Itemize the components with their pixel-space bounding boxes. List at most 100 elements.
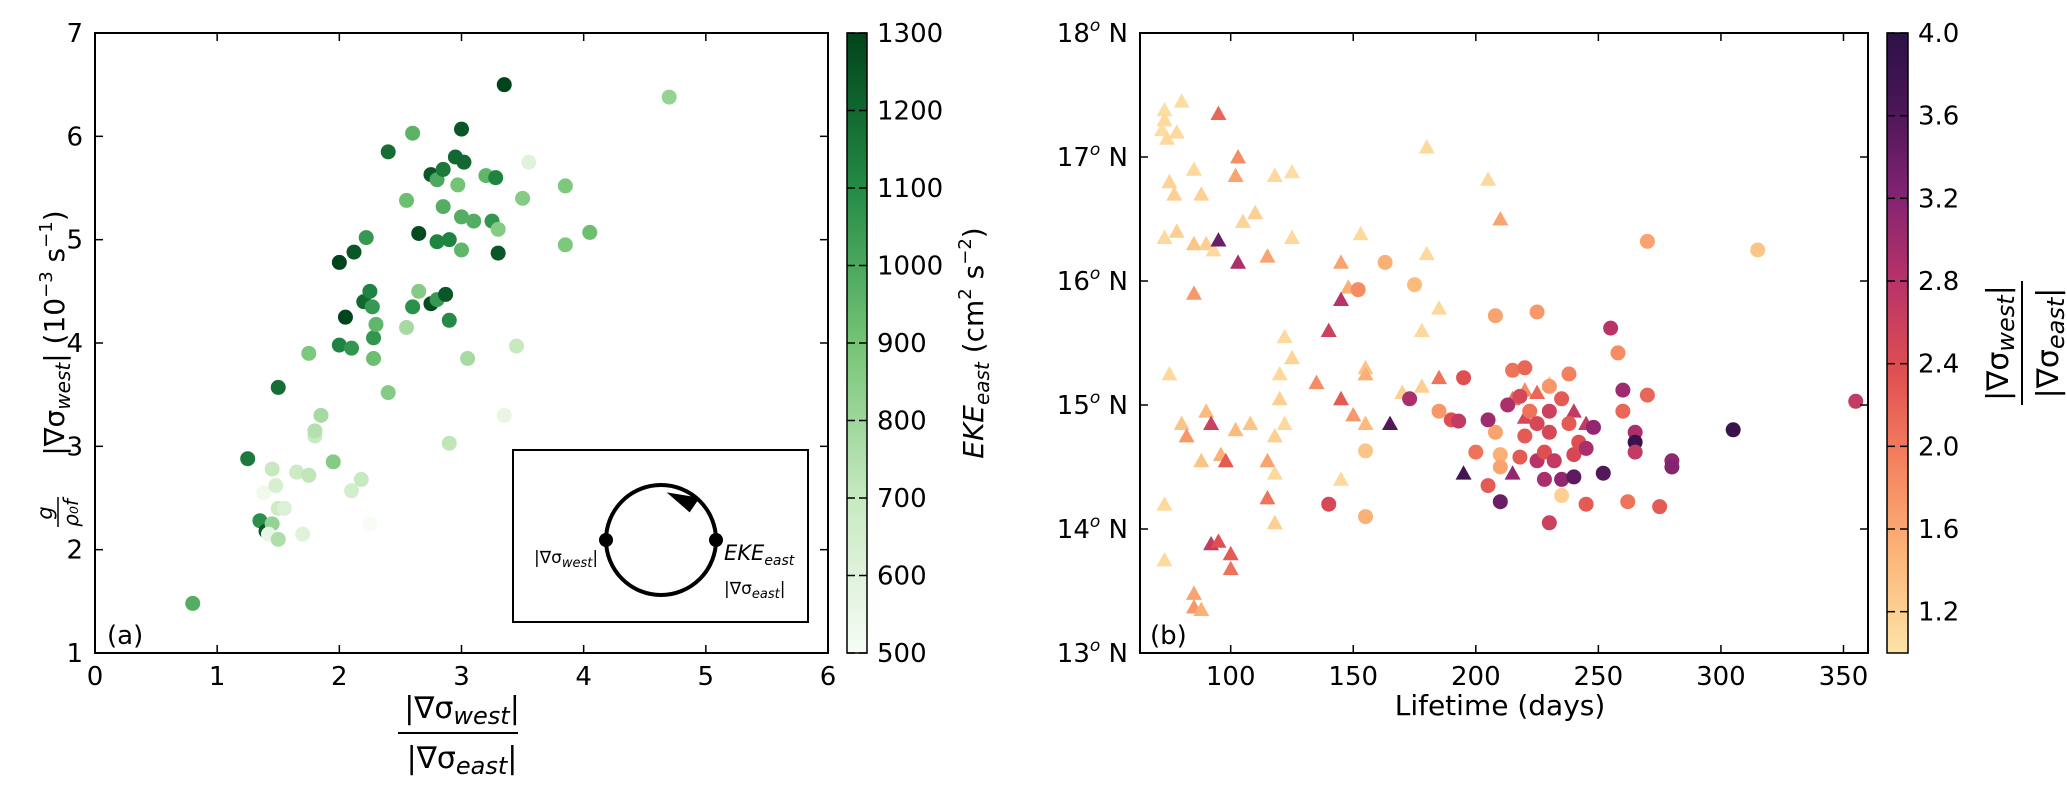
panel-b-colorbar: 1.2 1.6 2.0 2.4 2.8 3.2 3.6 4.0 |∇σwest| |∇σeas…	[1886, 19, 2067, 654]
triangle-point	[1266, 167, 1283, 182]
data-point	[331, 254, 347, 270]
triangle-point	[1345, 406, 1362, 422]
triangle-point	[1332, 254, 1349, 269]
circle-point	[1358, 443, 1374, 459]
data-point	[325, 454, 341, 470]
circle-point	[1536, 444, 1552, 460]
y-tick-label: 18o N	[1057, 16, 1128, 49]
circle-point	[1615, 382, 1631, 398]
triangle-point	[1266, 514, 1283, 530]
triangle-point	[1480, 171, 1497, 186]
data-point	[276, 500, 292, 516]
panel-b-xticks: 100 150 200 250 300 350	[1206, 33, 1868, 692]
colorbar-tick-label: 1100	[877, 174, 943, 204]
data-point	[488, 170, 504, 186]
circle-point	[1350, 282, 1366, 298]
triangle-point	[1259, 248, 1276, 263]
panel-a-colorbar: 500 600 700 800 900 1000 1100 1200 1300 EKEeast …	[846, 19, 994, 669]
triangle-point	[1266, 465, 1283, 480]
data-point	[450, 177, 466, 193]
circle-point	[1402, 391, 1418, 407]
circle-point	[1512, 388, 1528, 404]
panel-a-points	[185, 77, 677, 611]
colorbar-tick-label: 700	[877, 484, 927, 514]
svg-text:g: g	[33, 506, 57, 519]
panel-a-yticks: 1 2 3 4 5 6 7	[66, 19, 828, 669]
colorbar-b-ticks: 1.2 1.6 2.0 2.4 2.8 3.2 3.6 4.0	[1887, 19, 1959, 628]
y-tick-label: 1	[66, 639, 83, 669]
circle-point	[1541, 378, 1557, 394]
panel-b-yticks: 13o N 14o N 15o N 16o N 17o N 18o N	[1057, 16, 1868, 669]
data-point	[454, 209, 469, 225]
x-tick-label: 300	[1696, 662, 1746, 692]
data-point	[313, 407, 329, 423]
data-point	[358, 230, 374, 246]
circle-point	[1529, 304, 1545, 320]
triangle-point	[1266, 428, 1283, 443]
triangle-point	[1210, 105, 1227, 120]
triangle-point	[1185, 285, 1202, 300]
data-point	[270, 531, 286, 547]
svg-text:|∇σwest|: |∇σwest|	[1981, 285, 2020, 401]
circle-point	[1664, 459, 1680, 475]
panel-a-xticks: 0 1 2 3 4 5 6	[87, 33, 836, 692]
data-point	[582, 224, 598, 240]
panel-b-xlabel: Lifetime (days)	[1395, 689, 1606, 722]
triangle-point	[1222, 560, 1239, 576]
circle-point	[1603, 320, 1619, 336]
x-tick-label: 350	[1819, 662, 1869, 692]
x-tick-label: 4	[575, 662, 592, 692]
circle-point	[1456, 370, 1472, 386]
circle-point	[1639, 387, 1655, 403]
data-point	[368, 316, 384, 332]
circle-point	[1468, 444, 1484, 460]
triangle-point	[1259, 490, 1276, 505]
triangle-point	[1352, 225, 1369, 241]
triangle-point	[1158, 130, 1175, 145]
circle-point	[1536, 471, 1552, 487]
data-point	[460, 351, 476, 366]
triangle-point	[1193, 186, 1210, 201]
triangle-point	[1166, 186, 1183, 201]
circle-point	[1512, 449, 1528, 465]
triangle-point	[1198, 403, 1215, 418]
circle-point	[1480, 412, 1496, 428]
y-tick-label: 15o N	[1057, 388, 1128, 421]
colorbar-b-label: |∇σwest| |∇σeast|	[1981, 281, 2067, 405]
y-tick-label: 7	[66, 19, 83, 49]
colorbar-tick-label: 900	[877, 329, 927, 359]
data-point	[557, 178, 573, 194]
circle-point	[1725, 422, 1741, 438]
triangle-point	[1168, 124, 1185, 139]
circle-point	[1615, 403, 1631, 419]
triangle-point	[1308, 374, 1325, 390]
data-point	[366, 351, 382, 366]
data-point	[337, 309, 353, 325]
circle-point	[1566, 447, 1582, 463]
colorbar-tick-label: 1000	[877, 252, 943, 282]
west-node-icon	[599, 533, 613, 547]
triangle-point	[1227, 167, 1244, 182]
data-point	[362, 516, 378, 532]
colorbar-tick-label: 2.0	[1918, 432, 1959, 462]
data-point	[240, 451, 256, 467]
data-point	[344, 483, 360, 499]
triangle-point	[1230, 149, 1247, 164]
data-point	[508, 338, 524, 354]
circle-point	[1585, 419, 1601, 435]
colorbar-a-label: EKEeast (cm2 s−2)	[955, 227, 994, 459]
data-point	[380, 144, 396, 160]
x-tick-label: 100	[1206, 662, 1256, 692]
colorbar-tick-label: 800	[877, 407, 927, 437]
circle-point	[1487, 424, 1503, 440]
colorbar-tick-label: 1200	[877, 97, 943, 127]
data-point	[256, 485, 272, 501]
colorbar-b-bar	[1886, 32, 1909, 654]
east-node-icon	[709, 533, 723, 547]
triangle-point	[1332, 291, 1349, 306]
data-point	[661, 89, 677, 105]
triangle-point	[1413, 378, 1430, 393]
circle-point	[1492, 447, 1508, 463]
colorbar-a-ticks: 500 600 700 800 900 1000 1100 1200 1300	[847, 19, 943, 669]
data-point	[307, 423, 323, 439]
